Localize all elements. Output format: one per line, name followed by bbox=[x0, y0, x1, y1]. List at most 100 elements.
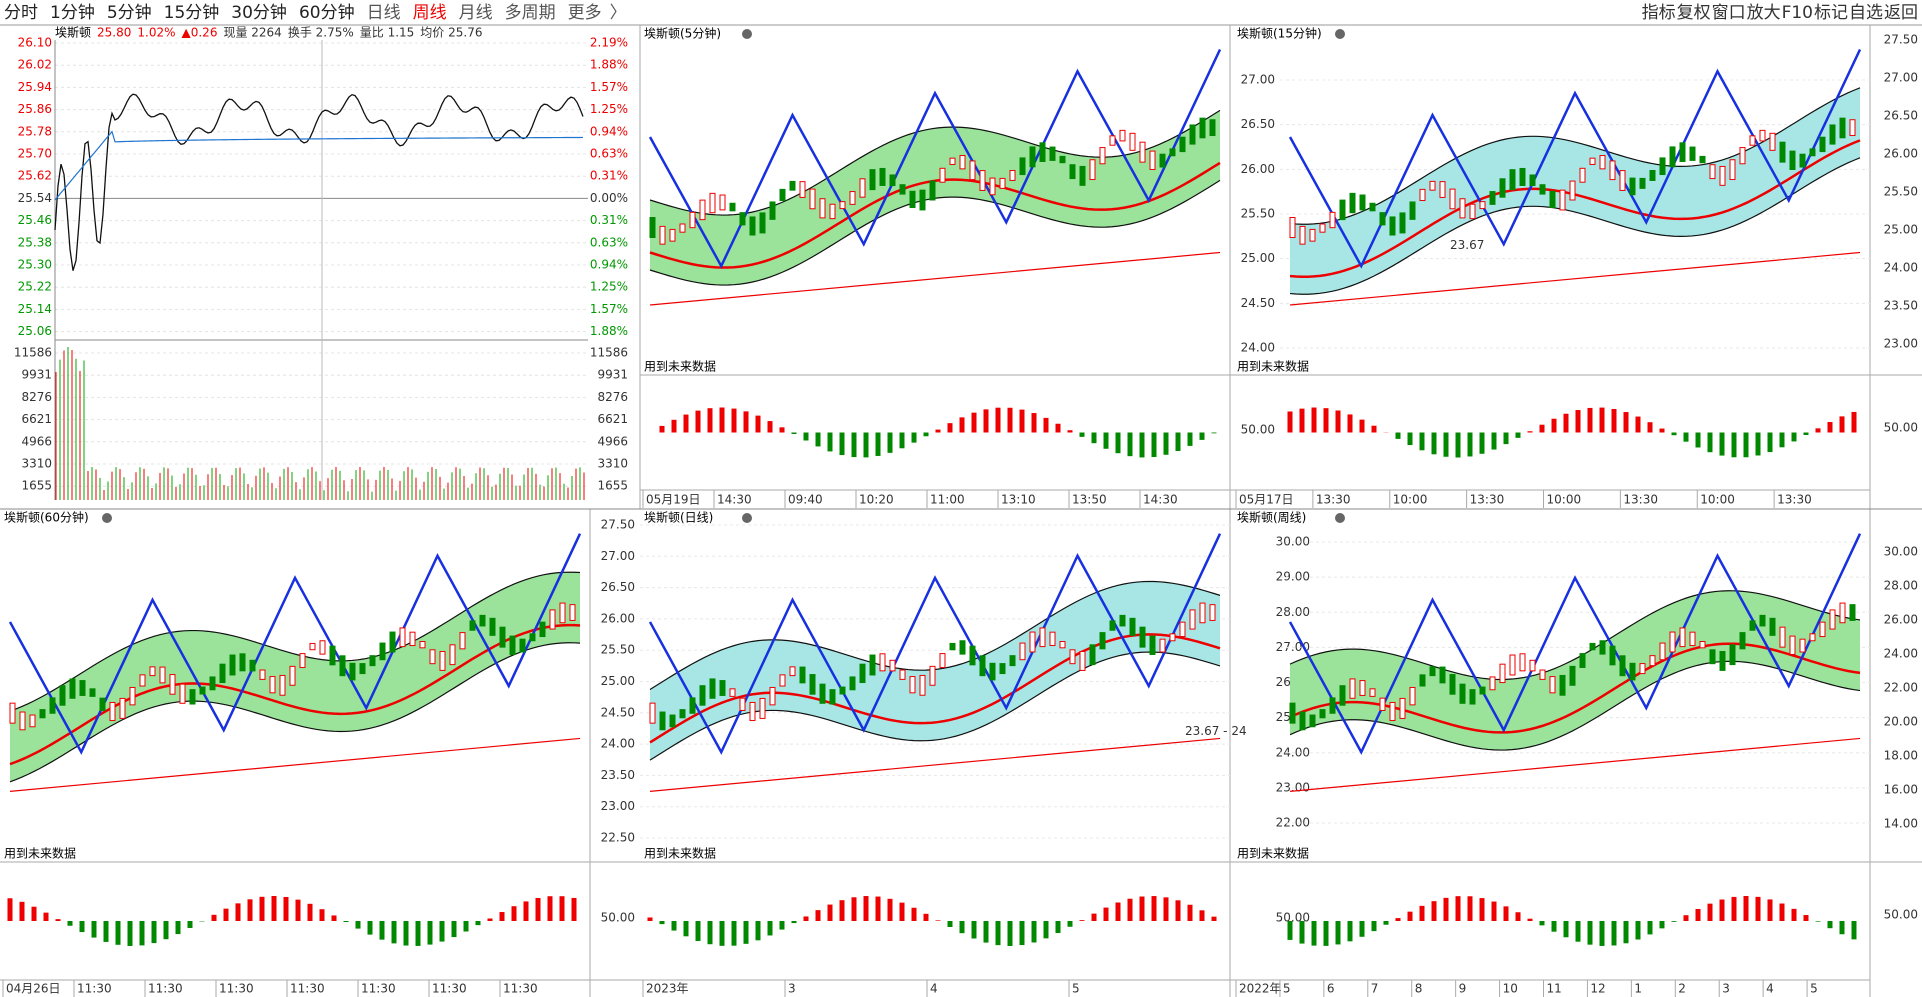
candle bbox=[1089, 159, 1096, 181]
candle bbox=[769, 201, 776, 220]
y-label: 26.00 bbox=[1241, 162, 1275, 176]
candle bbox=[1319, 709, 1326, 719]
candle bbox=[799, 666, 806, 684]
panel-menu[interactable] bbox=[742, 29, 752, 39]
toolbar-tab[interactable]: 周线 bbox=[413, 3, 447, 23]
candle bbox=[1739, 147, 1746, 165]
toolbar-button[interactable]: 窗口 bbox=[1712, 3, 1746, 23]
volume-label: 1655 bbox=[597, 479, 628, 493]
panel-menu[interactable] bbox=[742, 513, 752, 523]
band-line bbox=[9, 642, 581, 783]
candle bbox=[729, 688, 736, 697]
toolbar-button[interactable]: 复权 bbox=[1677, 3, 1711, 23]
candle bbox=[169, 674, 176, 695]
toolbar-tab[interactable]: 30分钟 bbox=[231, 3, 287, 23]
right-axis-label: 22.00 bbox=[1884, 681, 1918, 695]
candle bbox=[179, 683, 186, 704]
toolbar-tab[interactable]: 更多 bbox=[568, 3, 602, 23]
pct-label: 1.57% bbox=[590, 302, 628, 316]
candle bbox=[1639, 177, 1646, 189]
price-label: 25.22 bbox=[18, 280, 52, 294]
candle bbox=[1209, 119, 1216, 137]
candle bbox=[879, 167, 886, 186]
toolbar-button[interactable]: 放大 bbox=[1747, 3, 1781, 23]
candle bbox=[529, 633, 536, 642]
toolbar-tab[interactable]: 多周期 bbox=[505, 3, 556, 23]
price-label: 25.94 bbox=[18, 80, 52, 94]
toolbar-button[interactable]: 标记 bbox=[1814, 3, 1848, 23]
candle bbox=[1029, 631, 1036, 653]
candle bbox=[1389, 701, 1396, 722]
toolbar-tab[interactable]: 5分钟 bbox=[107, 3, 152, 23]
toolbar-button[interactable]: 自选 bbox=[1849, 3, 1883, 23]
right-axis-label: 24.00 bbox=[1884, 261, 1918, 275]
candle bbox=[819, 198, 826, 219]
candle bbox=[909, 190, 916, 209]
x-label: 10:00 bbox=[1700, 493, 1735, 507]
toolbar-tab[interactable]: 60分钟 bbox=[299, 3, 355, 23]
toolbar-more-arrow: 〉 bbox=[610, 3, 627, 23]
candle bbox=[1099, 632, 1106, 650]
volume-label: 9931 bbox=[597, 368, 628, 382]
candle bbox=[1179, 136, 1186, 153]
price-label: 25.46 bbox=[18, 213, 52, 227]
candle bbox=[559, 602, 566, 624]
candle bbox=[249, 659, 256, 672]
x-label: 11:30 bbox=[503, 982, 538, 996]
candle bbox=[1199, 602, 1206, 624]
quote-change: ▲0.26 bbox=[182, 26, 218, 40]
candle bbox=[1649, 655, 1656, 667]
candle bbox=[1689, 631, 1696, 647]
candle bbox=[1149, 150, 1156, 170]
candle bbox=[1829, 609, 1836, 630]
ma-line bbox=[9, 623, 581, 766]
x-label: 12 bbox=[1590, 982, 1605, 996]
toolbar-button[interactable]: F10 bbox=[1782, 3, 1813, 23]
candle bbox=[1759, 614, 1766, 627]
candle bbox=[1799, 638, 1806, 653]
x-label: 05月17日 bbox=[1239, 493, 1294, 507]
panel-note: 用到未来数据 bbox=[1237, 846, 1309, 861]
candle bbox=[1559, 189, 1566, 211]
candle bbox=[89, 688, 96, 697]
pct-label: 0.63% bbox=[590, 147, 628, 161]
candle bbox=[309, 642, 316, 651]
candle bbox=[929, 665, 936, 686]
x-label: 10:20 bbox=[859, 493, 894, 507]
y-label: 26.50 bbox=[601, 580, 635, 594]
right-axis-label: 14.00 bbox=[1884, 817, 1918, 831]
toolbar-tab[interactable]: 日线 bbox=[367, 3, 401, 23]
average-line bbox=[54, 130, 584, 201]
candle bbox=[1129, 132, 1136, 151]
candle bbox=[1309, 714, 1316, 728]
candle bbox=[1379, 697, 1386, 711]
candle bbox=[1589, 642, 1596, 651]
toolbar-tab[interactable]: 15分钟 bbox=[164, 3, 220, 23]
toolbar-button[interactable]: 指标 bbox=[1642, 3, 1676, 23]
candle bbox=[1449, 674, 1456, 695]
pct-label: 1.88% bbox=[590, 58, 628, 72]
x-label: 11:30 bbox=[432, 982, 467, 996]
candle bbox=[1189, 124, 1196, 145]
candle bbox=[439, 651, 446, 671]
panel-menu[interactable] bbox=[1335, 513, 1345, 523]
toolbar-tab[interactable]: 1分钟 bbox=[50, 3, 95, 23]
toolbar-button[interactable]: 返回 bbox=[1884, 3, 1918, 23]
x-label: 11:30 bbox=[290, 982, 325, 996]
candle bbox=[1359, 194, 1366, 211]
candle bbox=[709, 678, 716, 699]
candle bbox=[1679, 627, 1686, 648]
panel-menu[interactable] bbox=[1335, 29, 1345, 39]
toolbar-tab[interactable]: 分时 bbox=[4, 3, 38, 23]
candle bbox=[1519, 167, 1526, 186]
toolbar-tab[interactable]: 月线 bbox=[459, 3, 493, 23]
candle bbox=[1039, 627, 1046, 648]
candle bbox=[539, 621, 546, 638]
y-label: 25.00 bbox=[601, 674, 635, 688]
candle bbox=[979, 170, 986, 191]
candle bbox=[1759, 129, 1766, 142]
panel-menu[interactable] bbox=[102, 513, 112, 523]
x-label: 04月26日 bbox=[6, 982, 61, 996]
candle bbox=[719, 680, 726, 696]
candle bbox=[969, 160, 976, 181]
